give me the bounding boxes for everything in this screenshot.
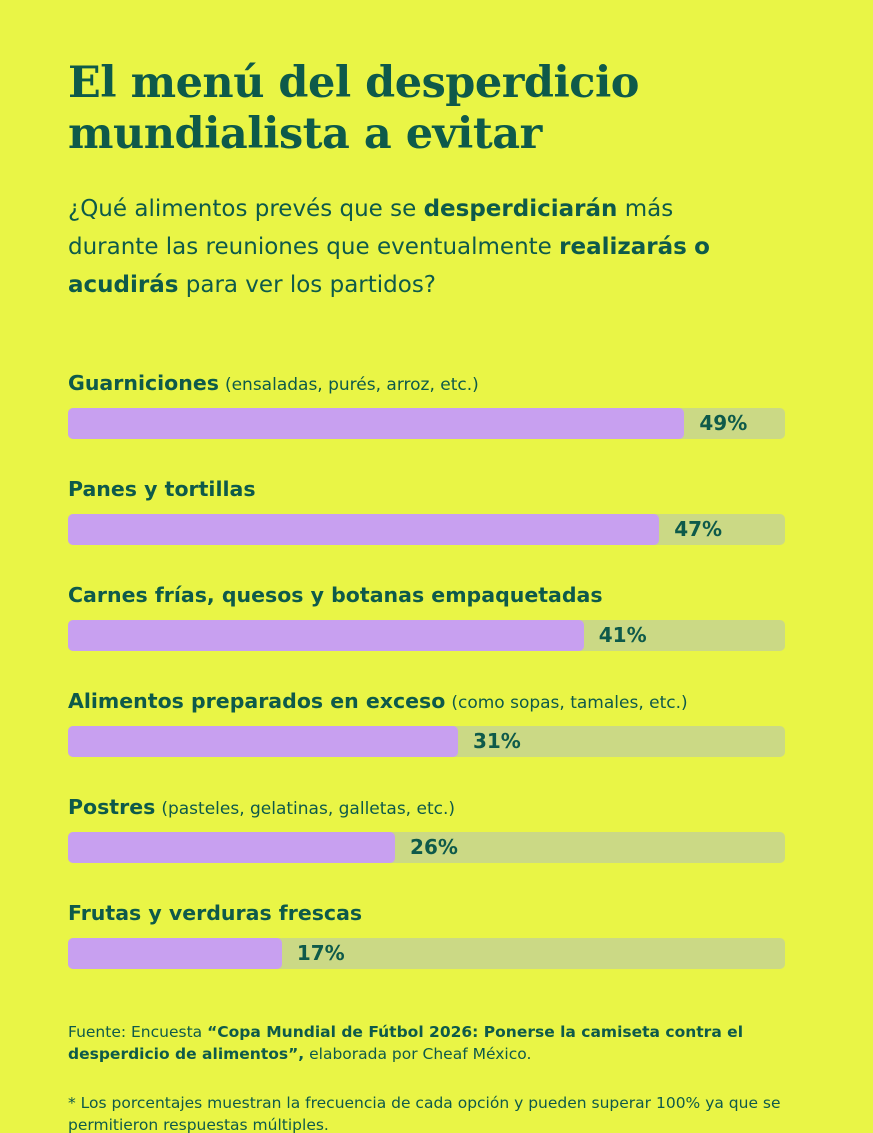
bar-fill <box>68 725 458 757</box>
bar-track: 31% <box>68 725 785 757</box>
row-label: Guarniciones (ensaladas, purés, arroz, et… <box>68 371 785 395</box>
bar-track: 41% <box>68 619 785 651</box>
chart-row: Carnes frías, quesos y botanas empaqueta… <box>68 583 785 651</box>
row-label: Postres (pasteles, gelatinas, galletas, e… <box>68 795 785 819</box>
bar-chart: Guarniciones (ensaladas, purés, arroz, et… <box>68 371 785 969</box>
bar-track: 47% <box>68 513 785 545</box>
row-label: Carnes frías, quesos y botanas empaqueta… <box>68 583 785 607</box>
category-label: Postres <box>68 794 156 819</box>
bar-value-label: 17% <box>296 941 345 966</box>
bar-value-label: 26% <box>410 835 458 860</box>
bar-track: 26% <box>68 831 785 863</box>
bar-track: 17% <box>68 937 785 969</box>
chart-row: Frutas y verduras frescas 17% <box>68 901 785 969</box>
chart-row: Panes y tortillas 47% <box>68 477 785 545</box>
bar-fill <box>68 619 584 651</box>
footer-source: Fuente: Encuesta “Copa Mundial de Fútbol… <box>68 1022 744 1064</box>
bar-fill <box>68 407 685 439</box>
chart-row: Postres (pasteles, gelatinas, galletas, e… <box>68 795 785 863</box>
footer: Fuente: Encuesta “Copa Mundial de Fútbol… <box>68 1021 785 1133</box>
category-note: (pasteles, gelatinas, galletas, etc.) <box>161 798 456 819</box>
category-label: Guarniciones <box>68 370 219 395</box>
bar-value-label: 31% <box>472 729 521 754</box>
category-label: Carnes frías, quesos y botanas empaqueta… <box>68 582 603 607</box>
bar-fill <box>68 937 282 969</box>
bar-value-label: 41% <box>598 623 647 648</box>
page-subtitle: ¿Qué alimentos prevés que se desperdicia… <box>68 196 710 298</box>
category-label: Alimentos preparados en exceso <box>68 688 446 713</box>
row-label: Panes y tortillas <box>68 477 785 501</box>
footer-note: * Los porcentajes muestran la frecuencia… <box>68 1093 781 1133</box>
category-label: Panes y tortillas <box>68 476 256 501</box>
category-note: (como sopas, tamales, etc.) <box>451 692 688 713</box>
bar-value-label: 47% <box>674 517 723 542</box>
row-label: Frutas y verduras frescas <box>68 901 785 925</box>
chart-row: Alimentos preparados en exceso (como sopa… <box>68 689 785 757</box>
bar-fill <box>68 831 396 863</box>
bar-fill <box>68 513 660 545</box>
bar-track: 49% <box>68 407 785 439</box>
category-note: (ensaladas, purés, arroz, etc.) <box>224 374 479 395</box>
category-label: Frutas y verduras frescas <box>68 900 363 925</box>
bar-value-label: 49% <box>699 411 748 436</box>
row-label: Alimentos preparados en exceso (como sopa… <box>68 689 785 713</box>
chart-row: Guarniciones (ensaladas, purés, arroz, et… <box>68 371 785 439</box>
page-title: El menú del desperdicio mundialista a ev… <box>68 58 639 159</box>
